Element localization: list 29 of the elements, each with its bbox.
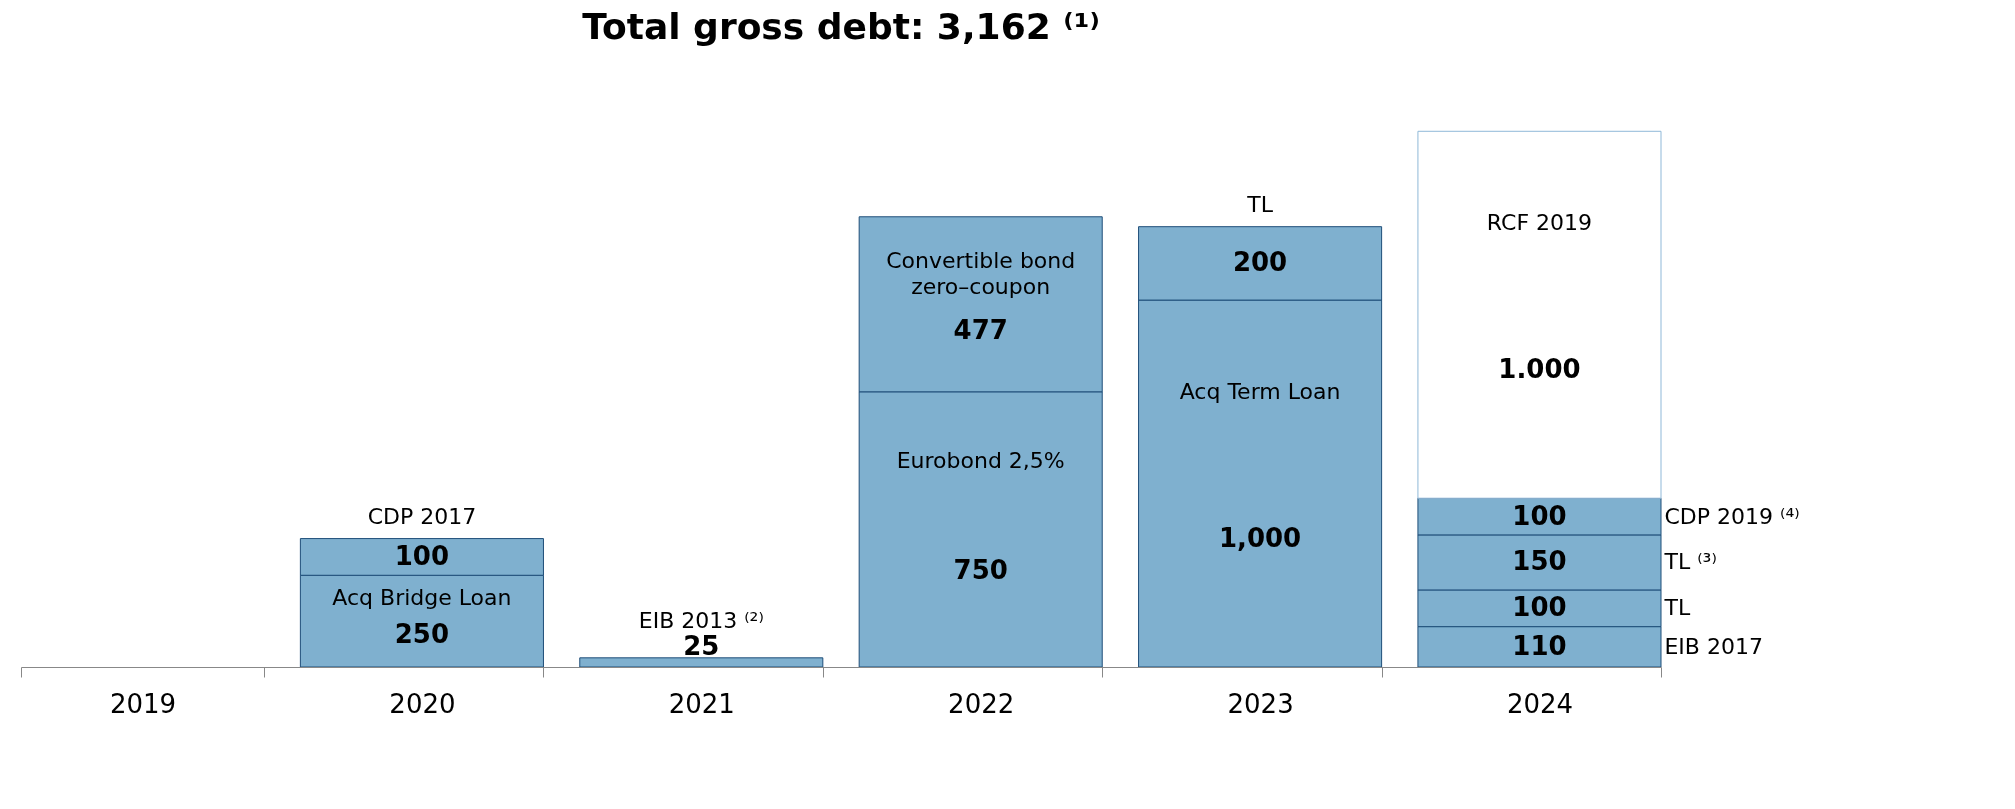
x-tick-label: 2024 xyxy=(1506,688,1574,719)
data-label: 100 xyxy=(1512,592,1567,623)
series-label: TL xyxy=(1246,191,1274,217)
series-label: Eurobond 2,5% xyxy=(896,447,1065,473)
data-label: 100 xyxy=(1512,500,1567,531)
series-label: Acq Bridge Loan xyxy=(332,585,512,611)
annotation: 1.000 xyxy=(1498,353,1581,384)
series-label: TL xyxy=(1663,595,1691,621)
x-tick-label: 2022 xyxy=(948,688,1015,719)
data-label: 750 xyxy=(953,554,1008,585)
data-label: 477 xyxy=(953,314,1008,345)
x-tick-label: 2019 xyxy=(109,688,177,719)
series-label: CDP 2017 xyxy=(367,503,477,529)
x-tick-label: 2020 xyxy=(389,688,456,719)
data-label: 150 xyxy=(1512,546,1567,577)
series-label: Convertible bond zero–coupon xyxy=(886,247,1076,299)
series-label: TL ⁽³⁾ xyxy=(1663,549,1717,575)
x-tick-label: 2023 xyxy=(1227,688,1294,719)
data-label: 200 xyxy=(1232,247,1288,278)
data-label: 250 xyxy=(394,618,450,649)
series-label: RCF 2019 xyxy=(1486,210,1593,236)
series-label: CDP 2019 ⁽⁴⁾ xyxy=(1664,503,1800,529)
x-tick-label: 2021 xyxy=(668,688,735,719)
series-label: Acq Term Loan xyxy=(1179,378,1341,404)
data-label: 1,000 xyxy=(1218,522,1302,553)
data-label: 100 xyxy=(394,540,450,571)
chart-title: Total gross debt: 3,162 ⁽¹⁾ xyxy=(582,6,1100,47)
series-label: EIB 2017 xyxy=(1664,633,1763,659)
data-label: 110 xyxy=(1512,630,1567,661)
